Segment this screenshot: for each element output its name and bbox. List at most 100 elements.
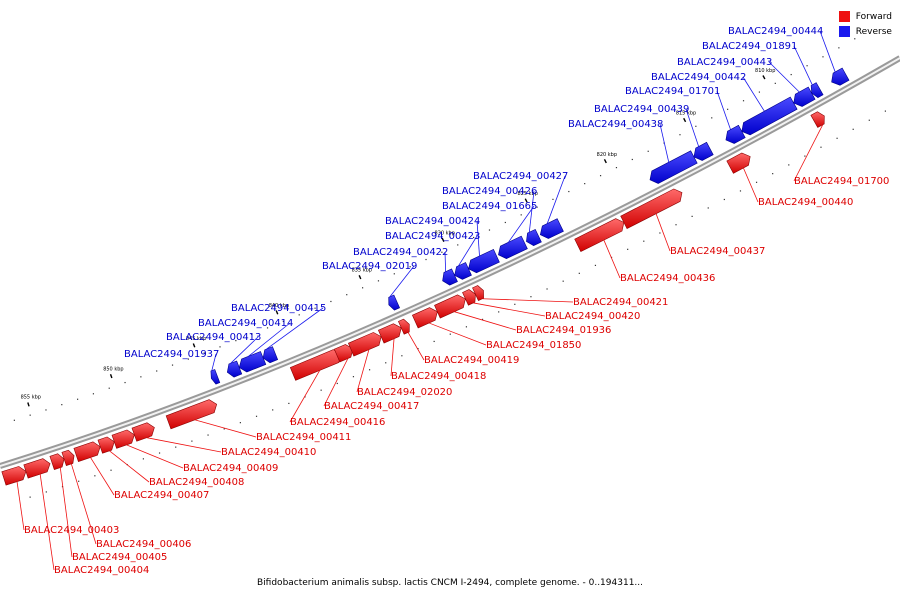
gene-label[interactable]: BALAC2494_01700 bbox=[794, 176, 889, 187]
gene-arrow bbox=[454, 262, 472, 280]
dot bbox=[272, 409, 274, 411]
gene-label[interactable]: BALAC2494_00421 bbox=[573, 297, 668, 308]
gene-label[interactable]: BALAC2494_00423 bbox=[385, 231, 480, 242]
leader-line bbox=[742, 76, 765, 112]
dot bbox=[774, 82, 776, 84]
dot bbox=[584, 183, 586, 185]
gene-label[interactable]: BALAC2494_00418 bbox=[391, 371, 486, 382]
gene-arrow bbox=[289, 349, 342, 381]
leader-line bbox=[444, 251, 447, 272]
gene-label[interactable]: BALAC2494_00414 bbox=[198, 318, 293, 329]
kbp-tick-mark bbox=[762, 75, 766, 80]
gene-arrow bbox=[165, 399, 218, 430]
gene-label[interactable]: BALAC2494_00443 bbox=[677, 57, 772, 68]
dot bbox=[707, 207, 709, 209]
gene-label[interactable]: BALAC2494_01936 bbox=[516, 325, 611, 336]
gene-arrow bbox=[810, 111, 825, 128]
leader-line bbox=[429, 322, 487, 346]
dot bbox=[108, 387, 110, 389]
gene-label[interactable]: BALAC2494_00419 bbox=[424, 355, 519, 366]
dot bbox=[433, 340, 435, 343]
gene-label[interactable]: BALAC2494_00438 bbox=[568, 119, 663, 130]
dot bbox=[836, 137, 838, 139]
dot bbox=[806, 65, 808, 67]
leader-line bbox=[389, 265, 415, 298]
gene-label[interactable]: BALAC2494_00422 bbox=[353, 247, 448, 258]
gene-label[interactable]: BALAC2494_00437 bbox=[670, 246, 765, 257]
gene-label[interactable]: BALAC2494_01701 bbox=[625, 86, 720, 97]
gene-label[interactable]: BALAC2494_00409 bbox=[183, 463, 278, 474]
dot bbox=[187, 358, 189, 360]
gene-arrow bbox=[398, 318, 410, 335]
gene-label[interactable]: BALAC2494_02019 bbox=[322, 261, 417, 272]
dot bbox=[409, 266, 411, 268]
leader-line bbox=[793, 45, 813, 85]
gene-arrow bbox=[831, 67, 850, 86]
gene-label[interactable]: BALAC2494_01850 bbox=[486, 340, 581, 351]
gene-arrow bbox=[131, 422, 155, 442]
gene-arrow bbox=[472, 285, 484, 301]
dot bbox=[465, 326, 468, 328]
gene-label[interactable]: BALAC2494_01937 bbox=[124, 349, 219, 360]
gene-label[interactable]: BALAC2494_00420 bbox=[545, 311, 640, 322]
gene-label[interactable]: BALAC2494_01891 bbox=[702, 41, 797, 52]
dot bbox=[820, 146, 822, 148]
gene-label[interactable]: BALAC2494_00407 bbox=[114, 490, 209, 501]
dot bbox=[425, 258, 427, 261]
kbp-tick-mark bbox=[27, 402, 30, 407]
gene-label[interactable]: BALAC2494_00415 bbox=[231, 303, 326, 314]
legend-forward: Forward bbox=[838, 9, 892, 24]
dot bbox=[449, 333, 451, 335]
gene-label[interactable]: BALAC2494_00442 bbox=[651, 72, 746, 83]
gene-arrow bbox=[741, 96, 798, 136]
backbone-highlight bbox=[0, 57, 900, 467]
gene-arrow bbox=[539, 218, 564, 239]
leader-line bbox=[90, 457, 115, 496]
dot bbox=[29, 496, 31, 498]
dot bbox=[251, 333, 253, 335]
gene-label[interactable]: BALAC2494_00427 bbox=[473, 171, 568, 182]
dot bbox=[61, 404, 63, 406]
dot bbox=[498, 311, 500, 313]
gene-label[interactable]: BALAC2494_00406 bbox=[96, 539, 191, 550]
gene-labels: BALAC2494_00403 BALAC2494_00404 BALAC2494_… bbox=[24, 26, 889, 576]
dot bbox=[235, 340, 237, 342]
gene-label[interactable]: BALAC2494_00405 bbox=[72, 552, 167, 563]
gene-label[interactable]: BALAC2494_01665 bbox=[442, 201, 537, 212]
gene-label[interactable]: BALAC2494_00410 bbox=[221, 447, 316, 458]
gene-label[interactable]: BALAC2494_00404 bbox=[54, 565, 149, 576]
gene-arrow bbox=[793, 86, 816, 107]
gene-label[interactable]: BALAC2494_00444 bbox=[728, 26, 823, 37]
gene-arrow bbox=[810, 82, 824, 99]
gene-label[interactable]: BALAC2494_00426 bbox=[442, 186, 537, 197]
gene-label[interactable]: BALAC2494_00416 bbox=[290, 417, 385, 428]
dot bbox=[594, 264, 597, 267]
dot bbox=[142, 458, 144, 460]
gene-label[interactable]: BALAC2494_00439 bbox=[594, 104, 689, 115]
dot bbox=[352, 376, 355, 378]
dot bbox=[336, 382, 338, 385]
gene-arrow bbox=[468, 249, 500, 274]
gene-label[interactable]: BALAC2494_00411 bbox=[256, 432, 351, 443]
dot bbox=[77, 398, 79, 400]
gene-label[interactable]: BALAC2494_00408 bbox=[149, 477, 244, 488]
gene-label[interactable]: BALAC2494_00424 bbox=[385, 216, 480, 227]
dot bbox=[643, 240, 645, 242]
gene-label[interactable]: BALAC2494_00403 bbox=[24, 525, 119, 536]
dot bbox=[884, 110, 886, 112]
dot bbox=[679, 134, 681, 136]
gene-label[interactable]: BALAC2494_02020 bbox=[357, 387, 452, 398]
gene-label[interactable]: BALAC2494_00413 bbox=[166, 332, 261, 343]
dot bbox=[631, 158, 633, 161]
dot bbox=[627, 248, 629, 250]
gene-label[interactable]: BALAC2494_00417 bbox=[324, 401, 419, 412]
gene-arrow bbox=[462, 289, 476, 306]
leader-line bbox=[768, 61, 800, 93]
gene-label[interactable]: BALAC2494_00440 bbox=[758, 197, 853, 208]
dot bbox=[615, 166, 618, 169]
gene-label[interactable]: BALAC2494_00436 bbox=[620, 273, 715, 284]
leader-line bbox=[819, 30, 836, 73]
dot bbox=[377, 280, 380, 282]
